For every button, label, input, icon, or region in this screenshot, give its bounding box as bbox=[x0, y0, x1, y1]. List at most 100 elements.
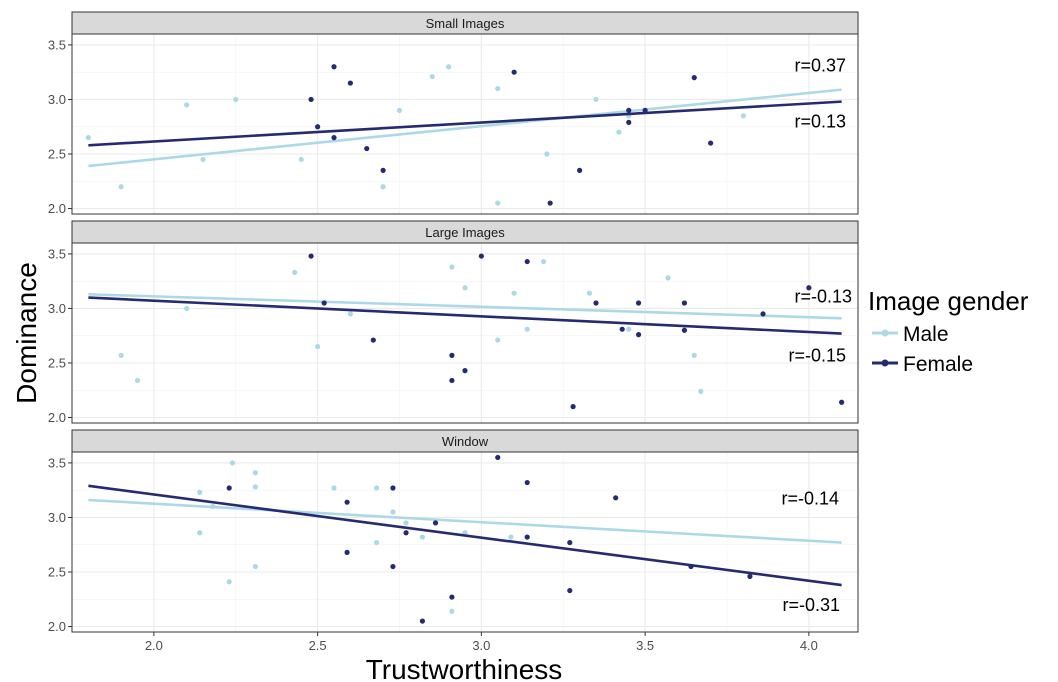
correlation-label: r=0.37 bbox=[794, 56, 846, 76]
data-point bbox=[511, 69, 517, 75]
data-point bbox=[462, 368, 468, 374]
data-point bbox=[200, 156, 206, 163]
data-point bbox=[541, 258, 547, 265]
series-female: r=-0.15 bbox=[88, 253, 846, 410]
x-tick-label: 3.0 bbox=[472, 638, 490, 653]
data-point bbox=[252, 484, 258, 490]
data-point bbox=[331, 485, 337, 491]
data-point bbox=[681, 327, 688, 333]
legend-key-dot-female bbox=[881, 359, 889, 367]
data-point bbox=[626, 119, 632, 125]
facet-panel-1: Large Images 2.0 2.5 3.0 3.5 r=-0.13 r=-0.15 bbox=[48, 220, 859, 425]
data-point bbox=[373, 539, 380, 546]
y-tick-label: 3.0 bbox=[48, 301, 66, 316]
trend-line bbox=[88, 100, 842, 147]
data-point bbox=[308, 96, 314, 103]
data-point bbox=[315, 344, 321, 350]
data-point bbox=[508, 534, 514, 540]
data-point bbox=[226, 485, 232, 491]
x-axis-title: Trustworthiness bbox=[366, 654, 563, 682]
data-point bbox=[184, 102, 190, 108]
data-point bbox=[495, 200, 501, 206]
data-point bbox=[449, 352, 455, 358]
data-point bbox=[462, 285, 468, 291]
data-point bbox=[681, 300, 688, 306]
panel-border bbox=[71, 451, 859, 633]
data-point bbox=[593, 300, 599, 306]
data-point bbox=[429, 73, 435, 80]
x-tick-label: 2.5 bbox=[309, 638, 327, 653]
legend-label-female: Female bbox=[903, 353, 973, 376]
panel-border bbox=[71, 33, 859, 215]
data-point bbox=[449, 264, 455, 270]
data-point bbox=[806, 285, 812, 291]
data-point bbox=[740, 113, 746, 119]
data-point bbox=[635, 300, 642, 306]
y-tick-label: 3.5 bbox=[48, 246, 66, 261]
x-axis-ticks: 2.0 2.5 3.0 3.5 4.0 bbox=[145, 632, 818, 653]
data-point bbox=[478, 253, 484, 259]
y-tick-label: 2.0 bbox=[48, 410, 66, 425]
legend-label-male: Male bbox=[903, 323, 949, 346]
series-male: r=-0.13 bbox=[88, 258, 852, 394]
facet-panel-2: Window 2.0 2.5 3.0 3.5 r=-0.14 r=-0.31 bbox=[48, 429, 859, 634]
data-point bbox=[298, 156, 304, 163]
data-point bbox=[691, 75, 697, 81]
data-point bbox=[446, 64, 452, 70]
data-point bbox=[432, 520, 439, 526]
trend-line bbox=[88, 498, 842, 544]
data-point bbox=[403, 530, 409, 536]
data-point bbox=[229, 460, 236, 466]
y-axis-ticks: 2.0 2.5 3.0 3.5 bbox=[48, 37, 72, 216]
correlation-label: r=0.13 bbox=[794, 112, 846, 132]
data-point bbox=[524, 326, 530, 332]
data-point bbox=[577, 167, 583, 173]
data-point bbox=[308, 253, 314, 259]
legend-title: Image gender bbox=[868, 286, 1029, 316]
y-tick-label: 2.5 bbox=[48, 147, 66, 162]
data-point bbox=[760, 311, 766, 317]
data-point bbox=[252, 563, 258, 570]
data-point bbox=[619, 326, 625, 332]
legend-key-dot-male bbox=[881, 329, 889, 337]
data-point bbox=[449, 594, 455, 600]
data-point bbox=[570, 404, 576, 410]
data-point bbox=[331, 64, 337, 70]
data-point bbox=[524, 479, 530, 486]
trend-line bbox=[88, 484, 842, 587]
data-point bbox=[292, 269, 298, 276]
data-point bbox=[403, 520, 409, 526]
correlation-label: r=-0.13 bbox=[794, 286, 852, 306]
y-tick-label: 2.0 bbox=[48, 201, 66, 216]
data-point bbox=[626, 326, 632, 332]
data-point bbox=[118, 352, 124, 358]
data-point bbox=[613, 495, 619, 501]
correlation-label: r=-0.15 bbox=[788, 346, 846, 366]
data-point bbox=[635, 332, 642, 338]
trend-line bbox=[88, 88, 842, 168]
data-point bbox=[593, 96, 599, 103]
data-point bbox=[373, 485, 380, 491]
facet-strip-title: Large Images bbox=[425, 225, 505, 240]
data-point bbox=[197, 530, 203, 536]
trend-line bbox=[88, 292, 842, 320]
y-tick-label: 3.0 bbox=[48, 92, 66, 107]
data-point bbox=[396, 107, 403, 113]
data-point bbox=[495, 454, 501, 461]
data-point bbox=[511, 290, 517, 296]
data-point bbox=[449, 377, 455, 384]
data-point bbox=[321, 300, 327, 306]
data-point bbox=[118, 184, 124, 190]
y-axis-ticks: 2.0 2.5 3.0 3.5 bbox=[48, 455, 72, 634]
data-point bbox=[134, 377, 141, 384]
data-point bbox=[380, 167, 386, 173]
data-point bbox=[626, 107, 632, 113]
series-female: r=-0.31 bbox=[88, 454, 842, 624]
y-tick-label: 3.5 bbox=[48, 37, 66, 52]
data-point bbox=[380, 184, 386, 190]
data-point bbox=[331, 135, 337, 141]
legend-item-male: Male bbox=[872, 323, 949, 346]
data-point bbox=[567, 539, 573, 546]
data-point bbox=[370, 337, 376, 343]
data-point bbox=[252, 470, 258, 476]
